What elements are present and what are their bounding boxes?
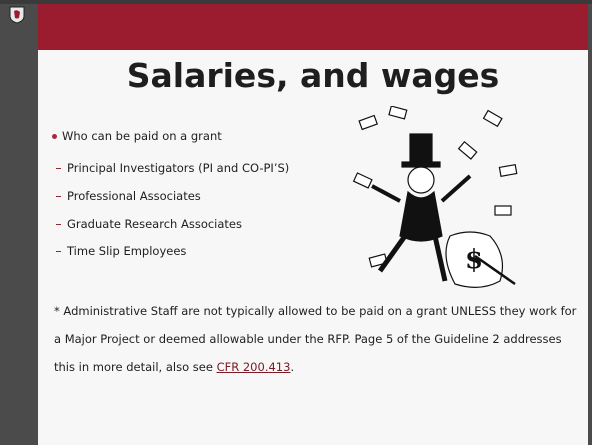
money-bag-sign: $	[465, 245, 483, 275]
bullet-dot	[52, 134, 57, 139]
note-link[interactable]: CFR 200.413	[216, 360, 291, 374]
note-text: * Administrative Staff are not typically…	[54, 304, 577, 374]
right-bar	[588, 4, 592, 445]
top-line	[0, 0, 592, 4]
sub-item-text: Principal Investigators (PI and CO-PI’S)	[67, 161, 290, 175]
sub-item-text: Graduate Research Associates	[67, 217, 242, 231]
note: * Administrative Staff are not typically…	[54, 297, 586, 381]
dash	[56, 168, 61, 169]
note-end: .	[290, 360, 295, 374]
sub-item: Principal Investigators (PI and CO-PI’S)	[56, 161, 289, 175]
sub-item-text: Professional Associates	[67, 189, 201, 203]
logo	[9, 6, 25, 24]
left-bar	[0, 4, 38, 445]
bullet: Who can be paid on a grant	[52, 129, 222, 143]
header-bar	[0, 4, 592, 50]
sub-item: Graduate Research Associates	[56, 217, 242, 231]
sub-item: Professional Associates	[56, 189, 201, 203]
sub-item: Time Slip Employees	[56, 244, 186, 258]
dash	[56, 251, 61, 252]
dash	[56, 196, 61, 197]
dash	[56, 224, 61, 225]
sub-item-text: Time Slip Employees	[67, 244, 187, 258]
bullet-text: Who can be paid on a grant	[62, 129, 222, 143]
slide-title: Salaries, and wages	[126, 56, 500, 95]
illustration: $	[352, 106, 518, 288]
